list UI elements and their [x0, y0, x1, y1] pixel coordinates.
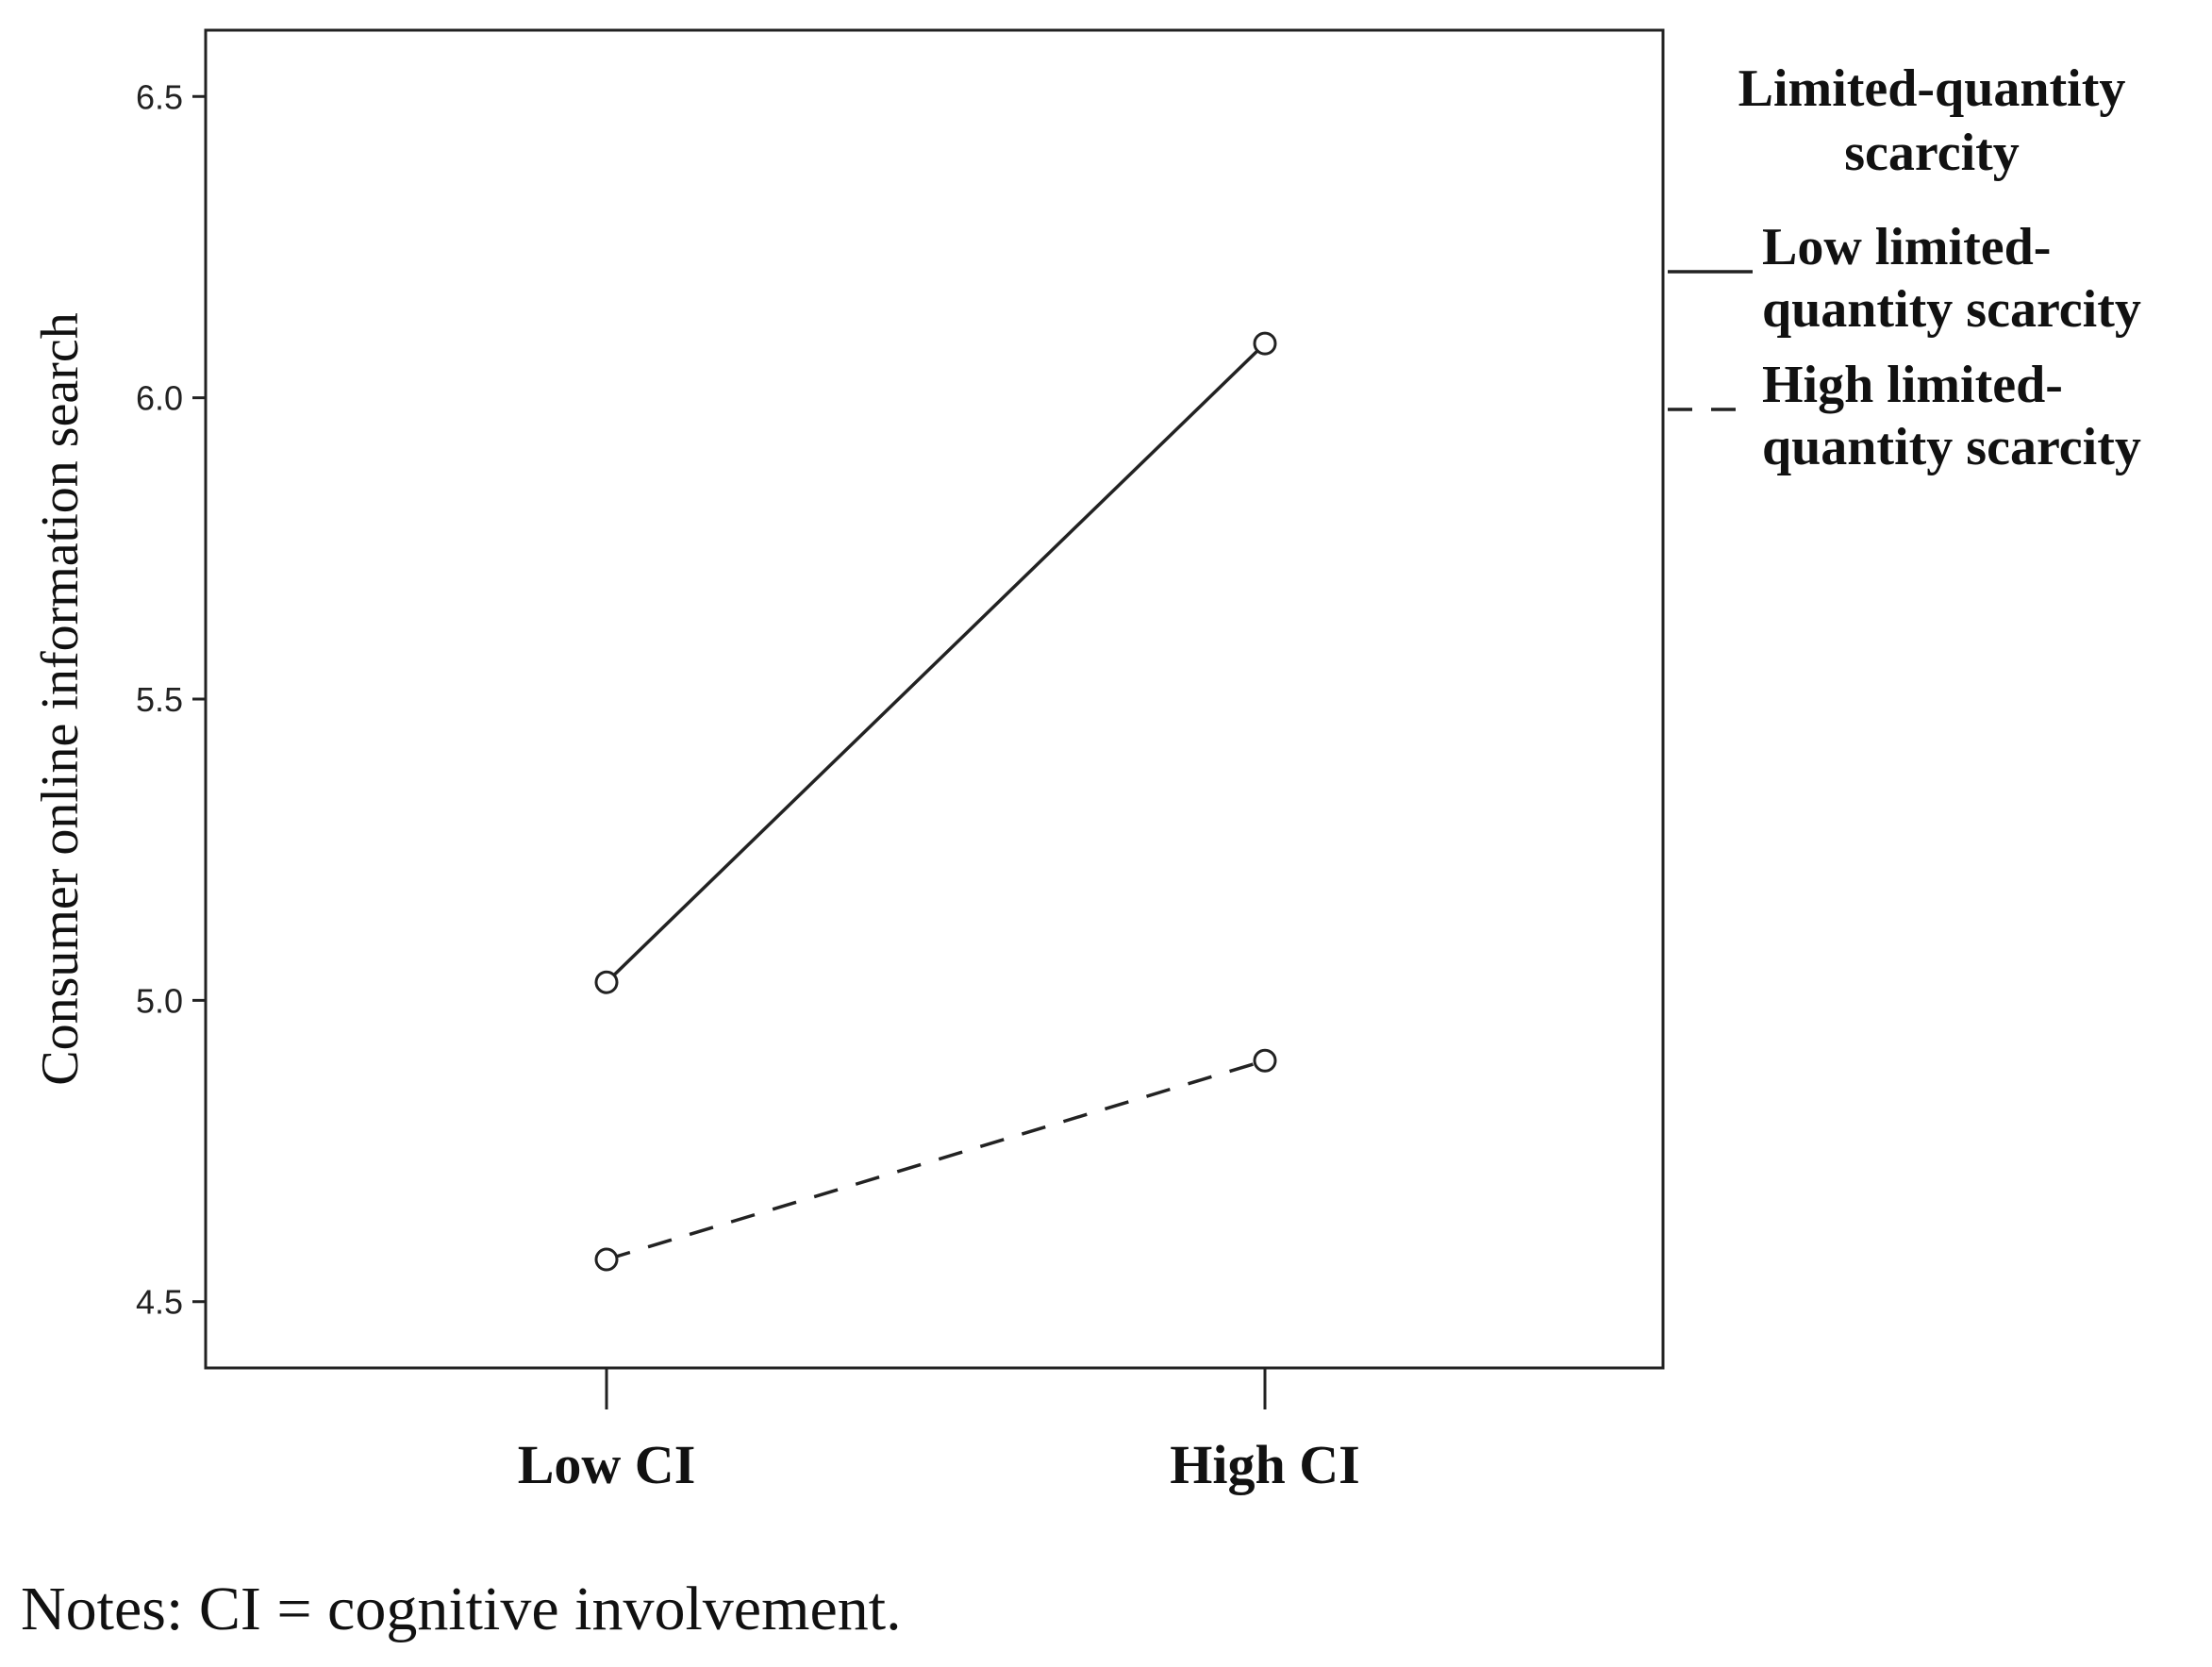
x-axis-ticks: Low CI High CI — [518, 1368, 1360, 1495]
y-tick-label: 4.5 — [136, 1283, 183, 1322]
y-axis-label: Consumer online information search — [31, 312, 90, 1086]
data-point-solid-1 — [1253, 331, 1277, 356]
legend-entry-1-line2: quantity scarcity — [1762, 280, 2141, 339]
data-point-dashed-0 — [594, 1247, 619, 1272]
y-tick-label: 6.0 — [136, 379, 183, 418]
series-line-solid — [605, 342, 1267, 984]
legend-entry-1-line1: Low limited- — [1762, 218, 2051, 276]
legend: Limited-quantity scarcity Low limited- q… — [1668, 59, 2141, 476]
y-tick-label: 5.5 — [136, 680, 183, 719]
data-point-dashed-1 — [1253, 1048, 1277, 1073]
y-tick-label: 5.0 — [136, 981, 183, 1020]
y-axis-ticks: 4.5 5.0 5.5 6.0 6.5 — [136, 77, 206, 1322]
x-tick-label: Low CI — [518, 1434, 696, 1495]
legend-entry-2-line2: quantity scarcity — [1762, 418, 2141, 476]
data-point-solid-0 — [594, 970, 619, 994]
chart-notes: Notes: CI = cognitive involvement. — [21, 1575, 902, 1643]
series-group — [594, 331, 1277, 1272]
plot-frame — [204, 28, 1665, 1370]
y-tick-label: 6.5 — [136, 77, 183, 116]
legend-entry-2-line1: High limited- — [1762, 356, 2063, 414]
x-tick-label: High CI — [1170, 1434, 1359, 1495]
legend-title-line2: scarcity — [1844, 124, 2020, 182]
legend-title-line1: Limited-quantity — [1738, 59, 2126, 118]
series-line-dashed — [606, 1059, 1266, 1261]
